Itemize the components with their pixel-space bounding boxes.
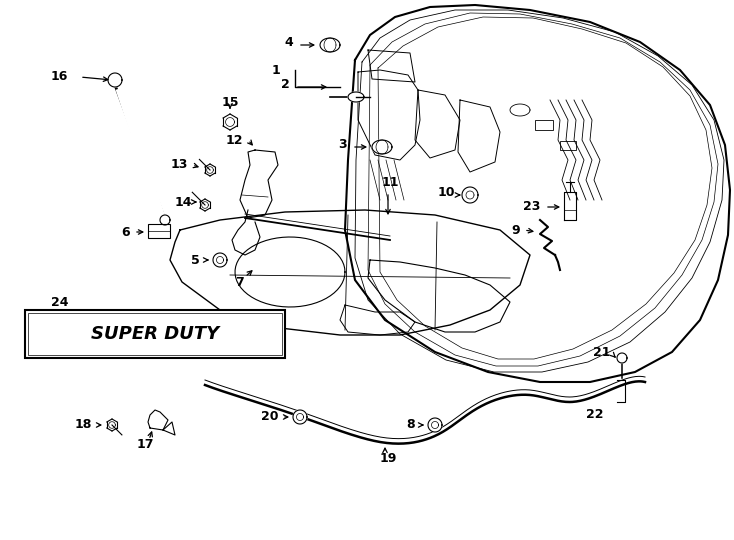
Text: 11: 11 <box>381 176 399 188</box>
Text: 2: 2 <box>281 78 290 91</box>
Bar <box>25 310 285 358</box>
Text: 23: 23 <box>523 200 540 213</box>
Polygon shape <box>372 140 392 154</box>
Text: 5: 5 <box>192 253 200 267</box>
Text: 9: 9 <box>512 224 520 237</box>
Text: 22: 22 <box>586 408 604 422</box>
Polygon shape <box>320 38 340 52</box>
Text: 8: 8 <box>407 418 415 431</box>
Text: 21: 21 <box>592 346 610 359</box>
Polygon shape <box>462 187 478 203</box>
Text: 7: 7 <box>236 275 244 288</box>
Bar <box>535 120 553 130</box>
Text: SUPER DUTY: SUPER DUTY <box>91 325 219 343</box>
Text: 6: 6 <box>121 226 130 239</box>
Bar <box>28 313 282 355</box>
Polygon shape <box>348 92 364 102</box>
Text: 24: 24 <box>51 295 69 308</box>
Text: 17: 17 <box>137 437 153 450</box>
Text: 19: 19 <box>379 451 396 464</box>
Text: 14: 14 <box>174 195 192 208</box>
Polygon shape <box>213 253 227 267</box>
Text: 1: 1 <box>272 64 280 77</box>
Text: 4: 4 <box>284 37 293 50</box>
Text: 10: 10 <box>437 186 455 199</box>
Text: 3: 3 <box>338 138 347 152</box>
Polygon shape <box>160 215 170 225</box>
Text: 15: 15 <box>221 96 239 109</box>
Bar <box>560 141 576 150</box>
Text: 18: 18 <box>75 418 92 431</box>
Text: 16: 16 <box>51 71 68 84</box>
Text: 12: 12 <box>225 133 243 146</box>
Polygon shape <box>428 418 442 432</box>
Polygon shape <box>293 410 307 424</box>
Text: 13: 13 <box>170 159 188 172</box>
Bar <box>148 224 170 238</box>
Polygon shape <box>108 73 122 87</box>
Polygon shape <box>617 353 627 363</box>
Text: 20: 20 <box>261 410 278 423</box>
